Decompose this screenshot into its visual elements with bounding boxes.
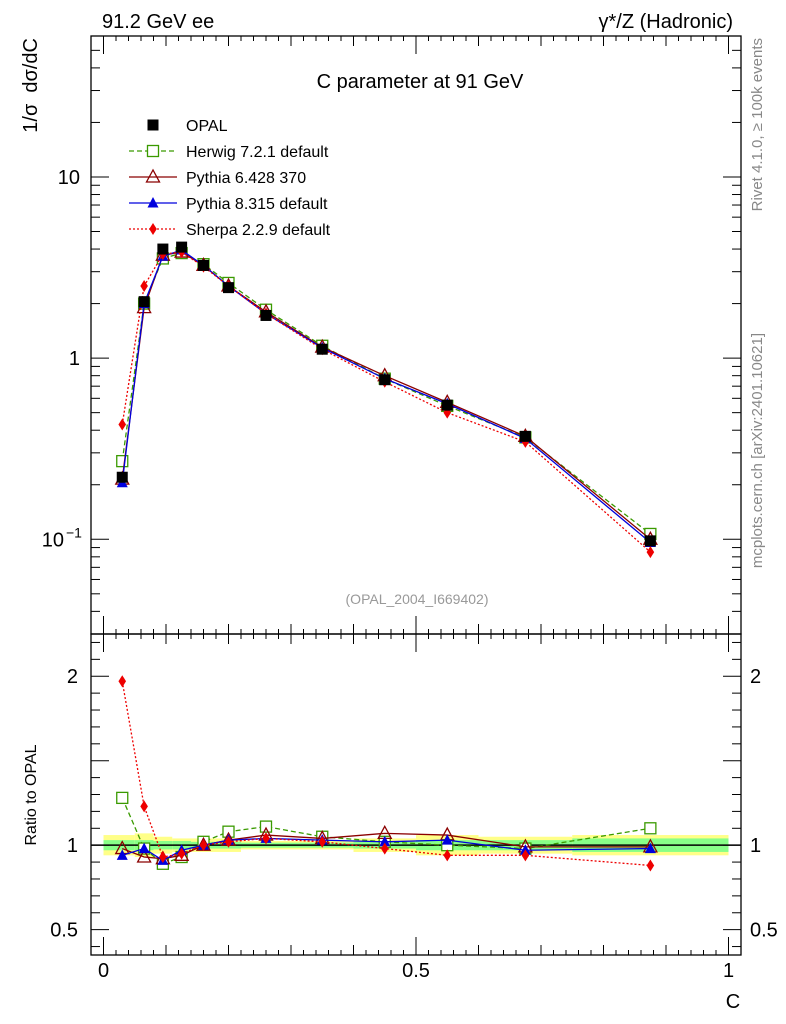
ratio-point-sherpa-2-2-9-default (262, 832, 270, 845)
ratio-frame (90, 633, 742, 956)
ratio-point-pythia-8-315-default (116, 849, 128, 860)
chart-title: C parameter at 91 GeV (317, 71, 524, 93)
data-point-opal (379, 374, 391, 386)
legend: OPAL Herwig 7.2.1 default Pythia 6.428 370… (129, 118, 331, 239)
ratio-y-axis-label: Ratio to OPAL (23, 744, 40, 845)
ratio-point-sherpa-2-2-9-default (118, 675, 127, 688)
series-line-pythia-6-428-370 (121, 251, 651, 540)
point-sherpa-2-2-9-default (140, 280, 148, 293)
ratio-point-sherpa-2-2-9-default (224, 835, 233, 848)
legend-label-opal: OPAL (186, 118, 228, 135)
header-right: γ*/Z (Hadronic) (599, 11, 733, 33)
data-point-opal (519, 430, 531, 442)
ratio-point-sherpa-2-2-9-default (318, 835, 327, 848)
point-sherpa-2-2-9-default (646, 546, 655, 559)
ratio-point-sherpa-2-2-9-default (380, 842, 389, 855)
point-herwig-7-2-1-default (116, 454, 129, 468)
legend-marker-pythia-8-315-default (147, 197, 159, 208)
ratio-point-sherpa-2-2-9-default (159, 851, 167, 864)
series-line-herwig-7-2-1-default (121, 252, 651, 535)
ratio-line-pythia-8-315-default (122, 837, 651, 862)
y-tick-exponent: −1 (66, 524, 82, 540)
ratio-point-sherpa-2-2-9-default (177, 847, 186, 860)
legend-marker-sherpa-2-2-9-default (149, 223, 157, 235)
ratio-line-sherpa-2-2-9-default (121, 681, 651, 867)
ratio-point-herwig-7-2-1-default (259, 820, 273, 833)
data-point-opal (316, 343, 328, 355)
ratio-point-sherpa-2-2-9-default (443, 849, 452, 862)
ratio-y-tick-label: 0.5 (50, 920, 78, 942)
y-tick-label: 10 (42, 529, 64, 551)
legend-marker-herwig-7-2-1-default (146, 144, 160, 158)
legend-marker-pythia-6-428-370 (145, 168, 161, 183)
ratio-point-pythia-6-428-370 (136, 848, 152, 863)
x-tick-label: 0.5 (402, 960, 430, 982)
data-point-opal (223, 282, 234, 294)
data-point-opal (176, 241, 188, 253)
side-label-bottom: mcplots.cern.ch [arXiv:2401.10621] (749, 333, 766, 568)
ratio-plot: 0 0.5 1 0.5 0.5 1 1 2 2 (50, 633, 778, 982)
side-label-top: Rivet 4.1.0, ≥ 100k events (749, 38, 766, 211)
ratio-point-sherpa-2-2-9-default (521, 849, 530, 862)
ratio-y-tick-label: 2 (67, 666, 78, 688)
data-point-opal (198, 259, 209, 271)
ratio-y-tick-label-right: 0.5 (750, 920, 778, 942)
data-point-opal (138, 296, 150, 308)
y-axis-label: 1/σ dσ/dC (20, 38, 42, 133)
data-point-opal (644, 535, 656, 547)
ratio-line-herwig-7-2-1-default (121, 797, 651, 865)
y-tick-label: 10 (58, 167, 80, 189)
ratio-point-sherpa-2-2-9-default (199, 839, 208, 852)
point-sherpa-2-2-9-default (118, 418, 127, 431)
point-sherpa-2-2-9-default (521, 435, 530, 448)
legend-label-pythia-8-315-default: Pythia 8.315 default (186, 196, 328, 213)
legend-marker-opal (147, 119, 159, 131)
y-tick-label: 1 (69, 348, 80, 370)
legend-label-pythia-6-428-370: Pythia 6.428 370 (186, 170, 306, 187)
ratio-point-herwig-7-2-1-default (644, 822, 657, 835)
data-point-opal (116, 471, 128, 483)
header-left: 91.2 GeV ee (102, 11, 214, 33)
ratio-point-pythia-8-315-default (379, 835, 391, 847)
ratio-y-tick-label-right: 2 (750, 666, 761, 688)
analysis-label: (OPAL_2004_I669402) (346, 591, 489, 607)
legend-label-herwig-7-2-1-default: Herwig 7.2.1 default (186, 144, 329, 161)
ratio-point-sherpa-2-2-9-default (140, 800, 148, 813)
ratio-y-tick-label: 1 (67, 835, 78, 857)
x-tick-label: 1 (723, 960, 734, 982)
series-line-sherpa-2-2-9-default (121, 251, 651, 553)
x-axis-label: C (726, 991, 740, 1013)
data-point-opal (157, 243, 169, 255)
data-point-opal (441, 399, 453, 411)
ratio-point-pythia-8-315-default (138, 842, 150, 854)
data-point-opal (260, 309, 272, 321)
ratio-point-pythia-8-315-default (441, 834, 453, 845)
x-tick-label: 0 (98, 960, 109, 982)
ratio-point-sherpa-2-2-9-default (646, 859, 655, 872)
ratio-y-tick-label-right: 1 (750, 835, 761, 857)
series-line-pythia-8-315-default (121, 249, 651, 543)
legend-label-sherpa-2-2-9-default: Sherpa 2.2.9 default (186, 222, 331, 239)
ratio-point-herwig-7-2-1-default (116, 791, 129, 805)
ratio-point-pythia-8-315-default (644, 842, 656, 854)
